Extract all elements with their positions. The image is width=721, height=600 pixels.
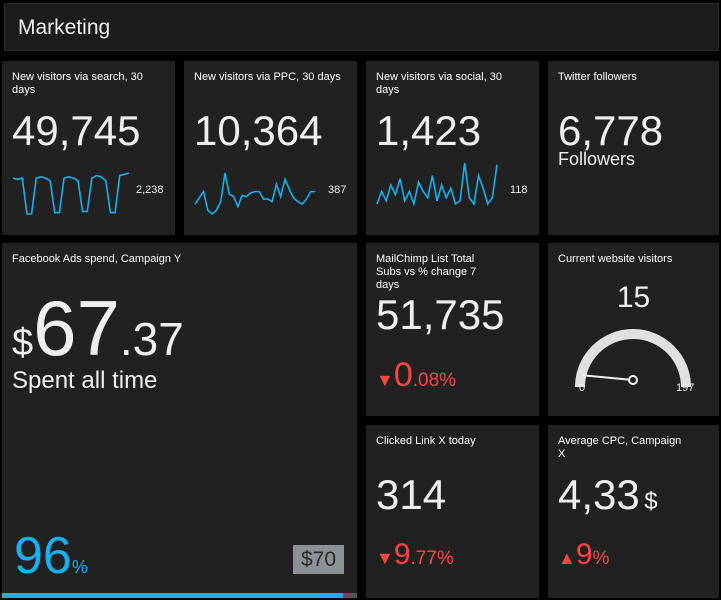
progress-bar [2,593,357,598]
progress-percent: 96% [14,526,88,586]
tile-title: Twitter followers [558,71,637,83]
change-integer: 9 [393,538,411,571]
down-triangle-icon: ▼ [376,548,394,568]
gauge-value: 15 [616,281,651,314]
dashboard-title: Marketing [18,16,111,39]
tile-value: 6,778 [558,107,664,154]
tile-title: Clicked Link X today [376,435,476,447]
percent-sign: % [71,557,88,577]
change-indicator: ▼0.08% [376,356,456,395]
percent-value: 96 [14,527,72,585]
sparkline-last-value: 387 [328,184,347,196]
tile-clicked-link[interactable]: Clicked Link X today 314 ▼9.77% [366,425,539,598]
change-decimal: % [592,548,610,569]
tile-average-cpc[interactable]: Average CPC, Campaign X 4,33 $ ▲9% [548,425,719,598]
tile-title: Current website visitors [558,253,673,265]
dashboard-header: Marketing [4,3,719,51]
tile-value: 49,745 [12,107,141,154]
up-triangle-icon: ▲ [558,548,576,568]
progress-bar-fill [2,593,343,598]
tile-value-group: 4,33 $ [558,471,658,519]
tile-title: MailChimp List Total Subs vs % change 7 … [376,253,477,291]
gauge-max: 197 [676,382,695,394]
tile-title: Average CPC, Campaign X [558,435,682,460]
change-indicator: ▼9.77% [376,538,454,572]
change-decimal: .08% [412,370,457,391]
sparkline-last-value: 118 [510,184,528,196]
gauge-needle [582,374,634,381]
currency-symbol: $ [12,322,34,364]
tile-label: Spent all time [12,367,158,394]
tile-label: Followers [558,149,636,169]
tile-title: New visitors via search, 30 days [12,71,143,96]
tile-social-visitors[interactable]: New visitors via social, 30 days 1,423 1… [366,61,539,235]
sparkline-line [194,172,315,216]
gauge-min: 0 [579,382,586,394]
tile-value: 10,364 [194,107,323,154]
tile-title: New visitors via PPC, 30 days [194,71,341,83]
spend-value: $67.37 [12,283,184,374]
currency-unit: $ [644,488,658,515]
down-triangle-icon: ▼ [376,370,394,390]
change-decimal: .77% [410,548,454,569]
tile-twitter-followers[interactable]: Twitter followers 6,778 Followers [548,61,719,235]
tile-value: 1,423 [376,107,482,154]
tile-value: 51,735 [376,291,505,338]
change-indicator: ▲9% [558,538,609,572]
gauge [575,329,691,388]
sparkline-last-value: 2,238 [136,184,164,196]
spend-integer: 67 [33,284,120,372]
tile-mailchimp[interactable]: MailChimp List Total Subs vs % change 7 … [366,243,539,416]
change-integer: 0 [393,356,413,394]
tile-facebook-spend[interactable]: Facebook Ads spend, Campaign Y $67.37 Sp… [2,243,357,598]
sparkline-line [376,162,498,206]
tile-current-visitors[interactable]: Current website visitors 15 0 197 [548,243,719,416]
sparkline-line [12,172,130,215]
tile-value: 4,33 [558,471,640,518]
sparkline [376,162,498,206]
sparkline [194,172,315,216]
target-badge: $70 [293,545,344,574]
spend-decimal: .37 [119,313,184,365]
sparkline [12,172,130,215]
tile-title: New visitors via social, 30 days [376,71,502,96]
tile-ppc-visitors[interactable]: New visitors via PPC, 30 days 10,364 387 [184,61,357,235]
tile-title: Facebook Ads spend, Campaign Y [12,253,182,265]
change-integer: 9 [575,538,593,571]
tile-value: 314 [376,471,447,518]
tile-search-visitors[interactable]: New visitors via search, 30 days 49,745 … [2,61,175,235]
